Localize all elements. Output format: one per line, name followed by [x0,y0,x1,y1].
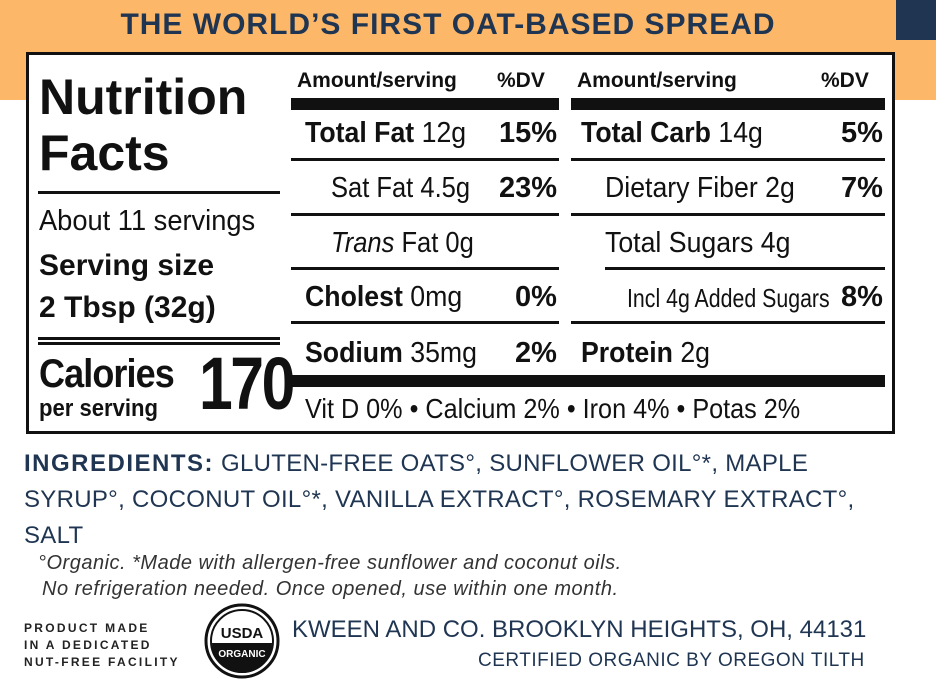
row-rule [571,158,885,161]
sodium-dv: 2% [515,337,557,369]
usda-seal-bottom: ORGANIC [218,649,265,660]
cholest-row: Cholest 0mg [305,281,462,314]
serving-size-label: Serving size [39,249,215,282]
trans-fat-row: Trans Fat 0g [331,227,474,260]
nutrition-facts-panel: Nutrition Facts About 11 servings Servin… [26,52,895,434]
left-header-amount: Amount/serving [297,69,457,92]
tagline: THE WORLD’S FIRST OAT-BASED SPREAD [120,8,776,41]
sugars-label: Total Sugars [605,227,754,259]
nutrition-facts-title: Nutrition Facts [39,69,247,181]
right-header-amount: Amount/serving [577,69,737,92]
sodium-amount: 35mg [410,337,477,369]
ingredients-heading: INGREDIENTS: [24,450,215,477]
certification: CERTIFIED ORGANIC BY OREGON TILTH [478,650,865,671]
company-address: KWEEN AND CO. BROOKLYN HEIGHTS, OH, 4413… [292,616,867,643]
added-sugars-dv: 8% [841,281,883,313]
corner-accent [896,0,936,40]
header-rule-right [571,98,885,110]
fiber-label: Dietary Fiber [605,172,758,204]
divider [38,191,280,194]
fiber-amount: 2g [765,172,795,204]
total-fat-dv: 15% [499,117,558,149]
left-header-dv: %DV [497,69,545,92]
total-carb-amount: 14g [718,117,763,149]
serving-size-value: 2 Tbsp (32g) [39,291,216,324]
usda-organic-seal: USDA ORGANIC [204,603,280,679]
usda-seal-icon: USDA ORGANIC [204,603,280,679]
row-rule [291,158,559,161]
total-carb-label: Total Carb [581,117,711,149]
row-rule [291,267,559,270]
facility-line-2: IN A DEDICATED [24,638,152,652]
divider-thick [38,337,280,340]
sat-fat-amount: 4.5g [420,172,471,204]
usda-seal-top: USDA [221,625,264,642]
divider-thick [38,342,280,345]
header-rule-left [291,98,559,110]
trans-fat-label: Fat [401,227,439,259]
protein-amount: 2g [680,337,711,369]
fiber-dv: 7% [841,172,883,204]
organic-note: °Organic. *Made with allergen-free sunfl… [38,552,622,574]
title-line-1: Nutrition [39,69,248,125]
row-rule [571,213,885,216]
total-fat-row: Total Fat 12g [305,117,466,150]
sodium-label: Sodium [305,337,403,369]
calories-value: 170 [199,342,295,425]
ingredients: INGREDIENTS: GLUTEN-FREE OATS°, SUNFLOWE… [24,446,914,554]
vitamins-rule [291,375,885,387]
cholest-amount: 0mg [410,281,463,313]
trans-fat-italic: Trans [331,227,395,259]
storage-note: No refrigeration needed. Once opened, us… [42,578,619,600]
cholest-label: Cholest [305,281,403,313]
facility-statement: PRODUCT MADE IN A DEDICATED NUT-FREE FAC… [24,620,180,671]
per-serving-label: per serving [39,395,159,422]
total-carb-row: Total Carb 14g [581,117,763,150]
calories-label: Calories [39,352,175,396]
servings-per-container: About 11 servings [39,205,256,237]
facility-line-1: PRODUCT MADE [24,621,150,635]
added-sugars-label: Incl 4g Added Sugars [627,283,830,313]
sodium-row: Sodium 35mg [305,337,477,370]
trans-fat-amount: 0g [445,227,474,259]
vitamins-row: Vit D 0% • Calcium 2% • Iron 4% • Potas … [305,393,801,424]
total-carb-dv: 5% [841,117,883,149]
row-rule [291,213,559,216]
total-fat-label: Total Fat [305,117,415,149]
row-rule-partial [605,267,885,270]
row-rule [291,321,559,324]
sat-fat-dv: 23% [499,172,558,204]
protein-label: Protein [581,337,673,369]
ingredients-text: GLUTEN-FREE OATS°, SUNFLOWER OIL°*, MAPL… [24,450,855,549]
sat-fat-row: Sat Fat 4.5g [331,172,470,205]
sugars-amount: 4g [760,227,791,259]
total-fat-amount: 12g [421,117,467,149]
row-rule [571,321,885,324]
title-line-2: Facts [39,125,170,181]
facility-line-3: NUT-FREE FACILITY [24,655,180,669]
sugars-row: Total Sugars 4g [605,227,790,260]
protein-row: Protein 2g [581,337,710,370]
right-header-dv: %DV [821,69,869,92]
cholest-dv: 0% [515,281,557,313]
fiber-row: Dietary Fiber 2g [605,172,795,205]
sat-fat-label: Sat Fat [331,172,414,204]
